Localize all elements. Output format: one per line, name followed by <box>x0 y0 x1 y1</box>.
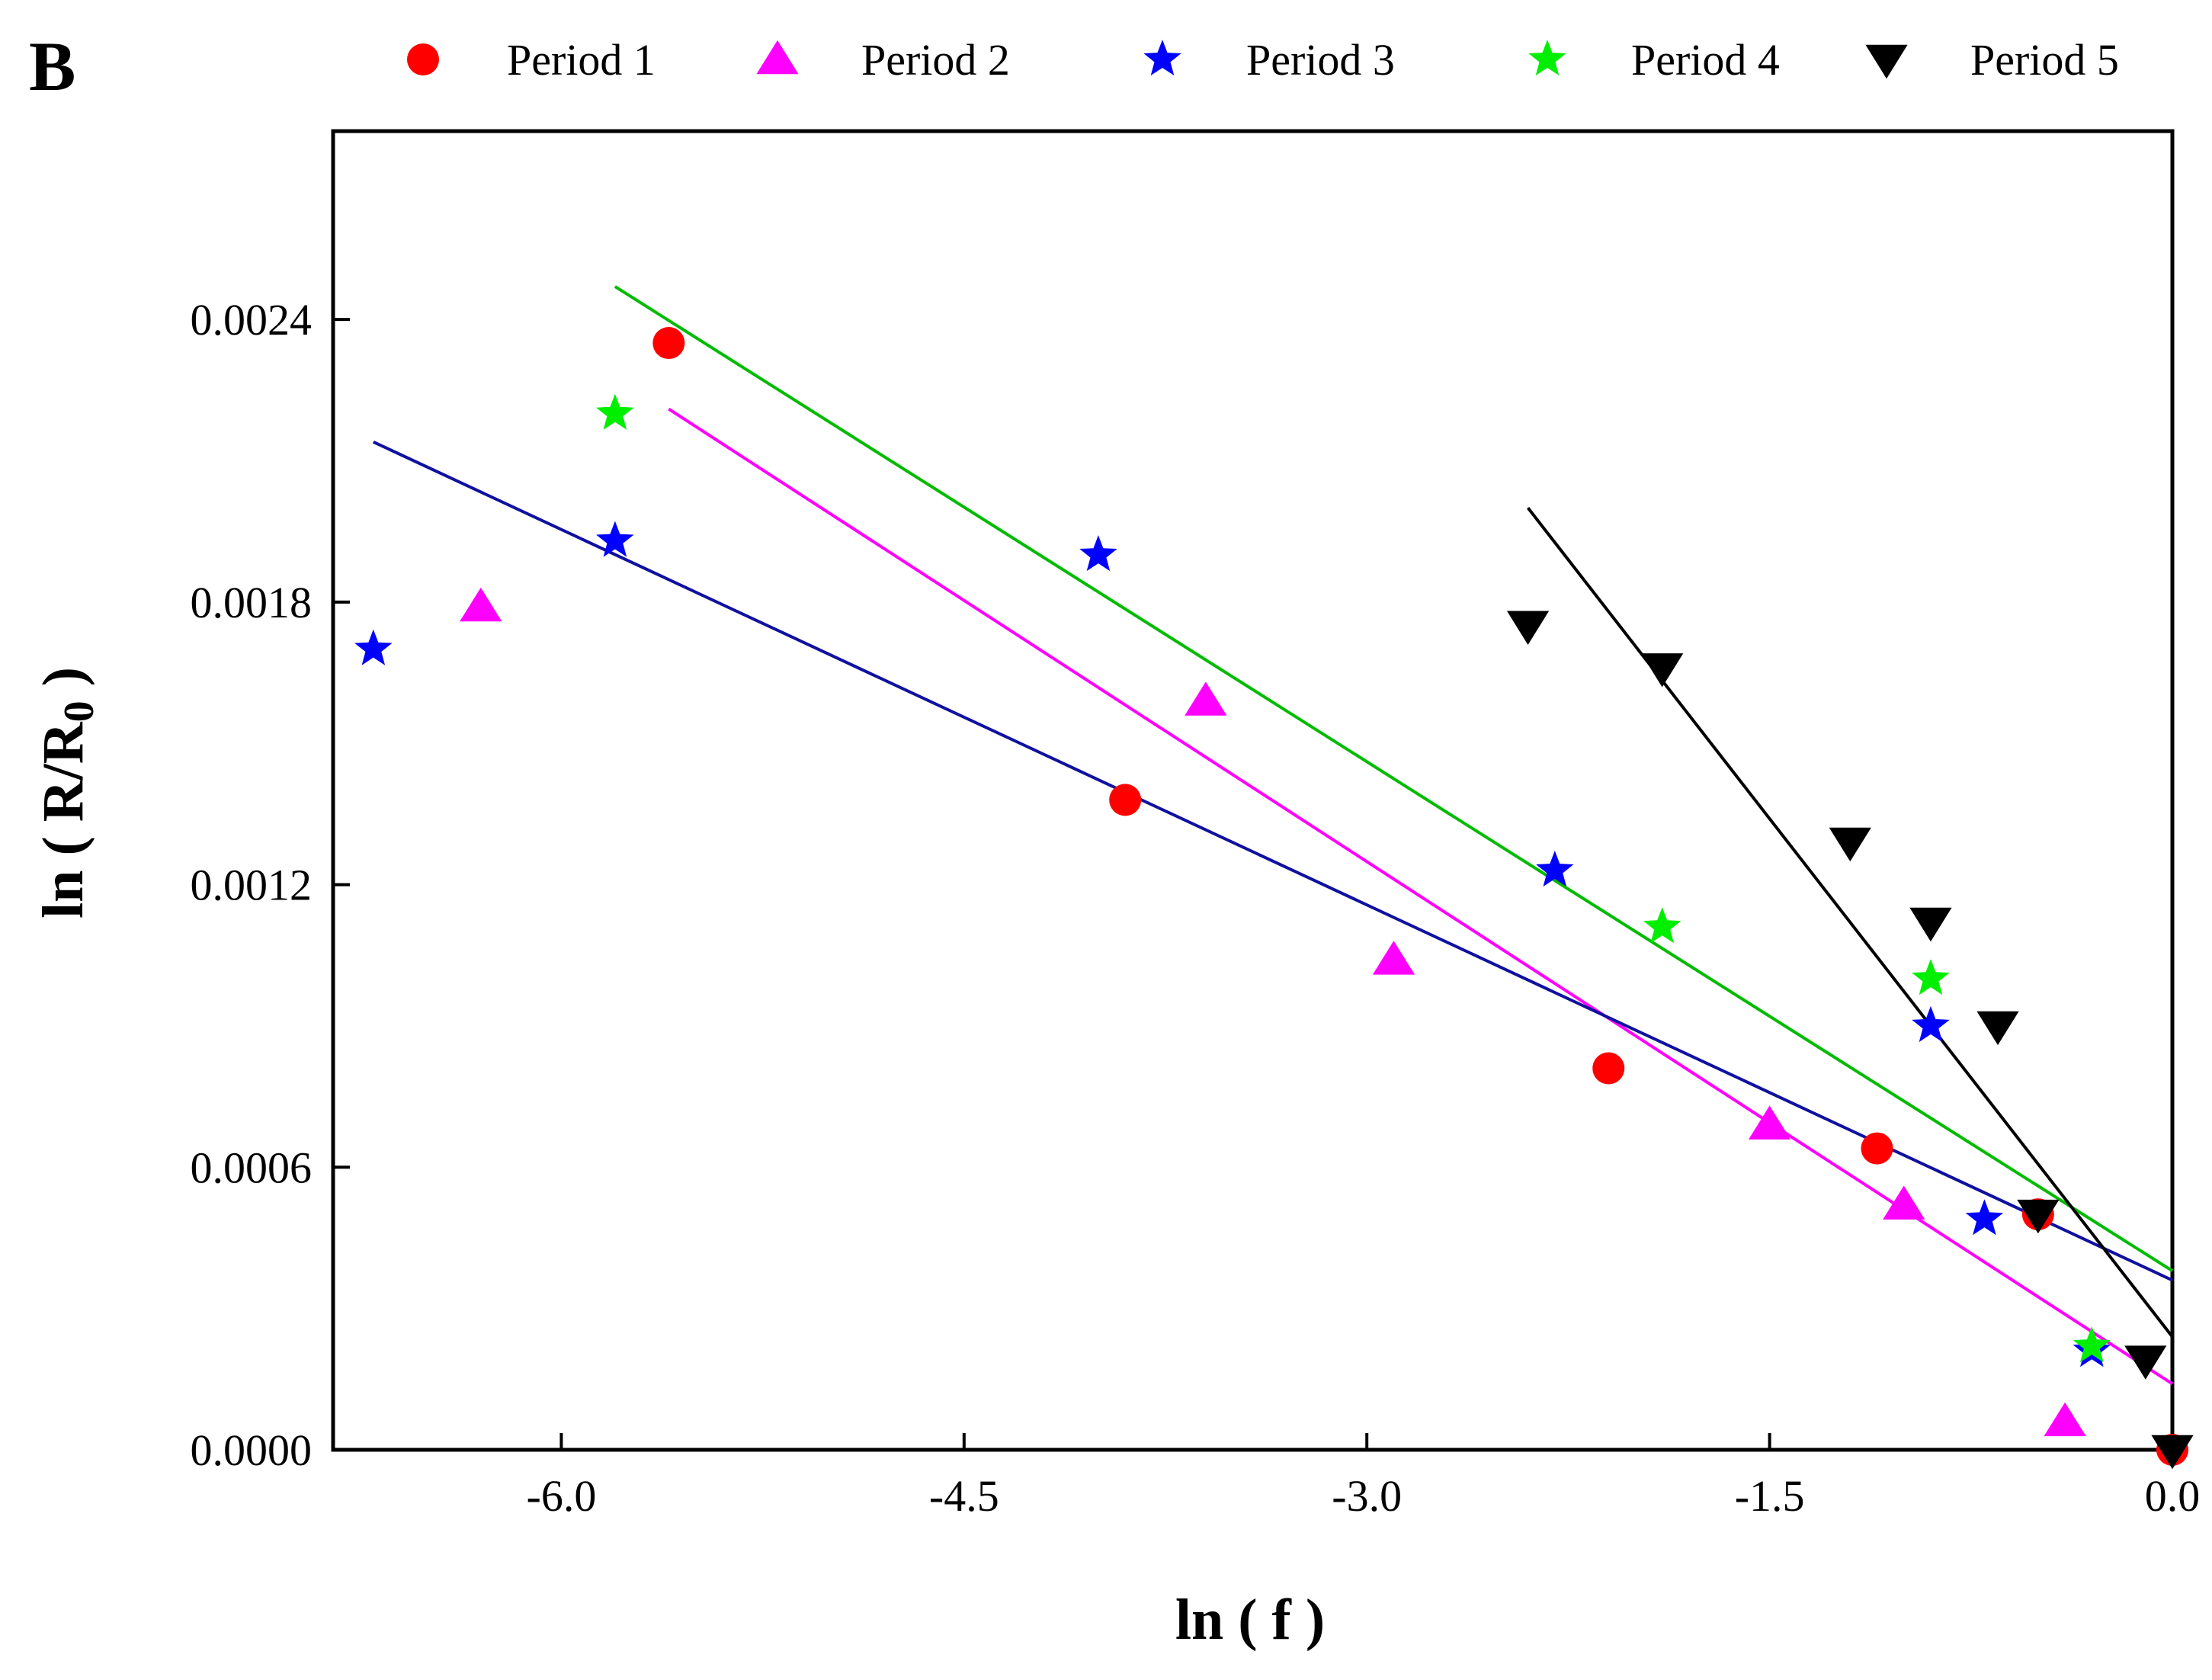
data-point-period-1 <box>1861 1132 1893 1165</box>
data-point-period-5 <box>1641 653 1684 688</box>
data-point-period-3 <box>354 629 393 665</box>
data-point-period-2 <box>1883 1185 1925 1220</box>
data-point-period-5 <box>2017 1199 2060 1234</box>
data-point-period-1 <box>1592 1052 1625 1085</box>
data-point-period-2 <box>460 587 502 622</box>
data-point-period-3 <box>1536 851 1574 887</box>
x-tick-label: -3.0 <box>1332 1471 1402 1521</box>
data-point-period-4 <box>1643 907 1681 944</box>
legend-marker-period-1 <box>407 43 439 75</box>
y-tick-label: 0.0012 <box>191 861 313 910</box>
data-point-period-1 <box>652 327 685 360</box>
y-axis-label-subscript: 0 <box>56 701 103 722</box>
data-point-period-4 <box>2073 1326 2111 1363</box>
x-tick-label: -1.5 <box>1735 1471 1805 1521</box>
data-point-period-5 <box>1976 1011 2019 1046</box>
y-axis-label-close: ) <box>31 667 95 701</box>
x-tick-label: -4.5 <box>929 1471 999 1521</box>
fit-line-period-3 <box>372 440 2173 1282</box>
y-tick-label: 0.0024 <box>191 295 313 345</box>
plot-frame <box>331 129 2175 1452</box>
fit-line-period-4 <box>614 285 2174 1272</box>
data-point-period-4 <box>596 393 634 430</box>
y-tick-label: 0.0018 <box>191 578 313 627</box>
data-point-period-3 <box>596 521 634 557</box>
data-point-period-4 <box>1912 959 1950 995</box>
x-axis-label: ln ( f ) <box>1175 1588 1325 1652</box>
data-point-period-5 <box>1909 907 1952 942</box>
x-tick-label: -6.0 <box>527 1471 597 1521</box>
x-tick-label: 0.0 <box>2145 1471 2201 1521</box>
fit-line-period-2 <box>668 407 2174 1386</box>
legend-marker-period-4 <box>1528 40 1566 75</box>
axis-ticks: -6.0 -4.5 -3.0 -1.5 0.0 0.0000 0.0006 0.0012 0.0… <box>191 295 2201 1521</box>
data-point-period-2 <box>1749 1105 1791 1140</box>
legend-label-period-3: Period 3 <box>1246 35 1395 85</box>
legend: Period 1 Period 2 Period 3 Period 4 Period 5 <box>407 35 2119 85</box>
y-tick-label: 0.0006 <box>191 1143 313 1192</box>
y-axis-label: ln ( R/R0 ) <box>31 667 103 919</box>
data-point-period-3 <box>1079 535 1117 572</box>
data-point-period-2 <box>2044 1402 2086 1437</box>
legend-label-period-5: Period 5 <box>1970 35 2119 85</box>
y-axis-label-main: ln ( R/R <box>31 721 95 919</box>
panel-label: B <box>29 27 75 105</box>
data-point-period-5 <box>2151 1435 2194 1470</box>
data-point-period-5 <box>2124 1345 2167 1380</box>
legend-label-period-1: Period 1 <box>507 35 656 85</box>
data-point-period-2 <box>1185 681 1227 716</box>
data-points <box>354 327 2194 1470</box>
legend-label-period-2: Period 2 <box>861 35 1010 85</box>
data-point-period-3 <box>1912 1005 1950 1042</box>
y-tick-label: 0.0000 <box>191 1425 313 1475</box>
legend-marker-period-3 <box>1143 40 1181 75</box>
data-point-period-5 <box>1829 827 1871 862</box>
data-point-period-3 <box>1965 1199 2004 1236</box>
legend-marker-period-5 <box>1865 44 1908 79</box>
data-point-period-1 <box>1109 784 1142 816</box>
legend-marker-period-2 <box>756 40 799 75</box>
legend-label-period-4: Period 4 <box>1631 35 1780 85</box>
data-point-period-5 <box>1506 611 1550 645</box>
data-point-period-2 <box>1372 941 1415 975</box>
fit-line-period-5 <box>1526 507 2174 1338</box>
